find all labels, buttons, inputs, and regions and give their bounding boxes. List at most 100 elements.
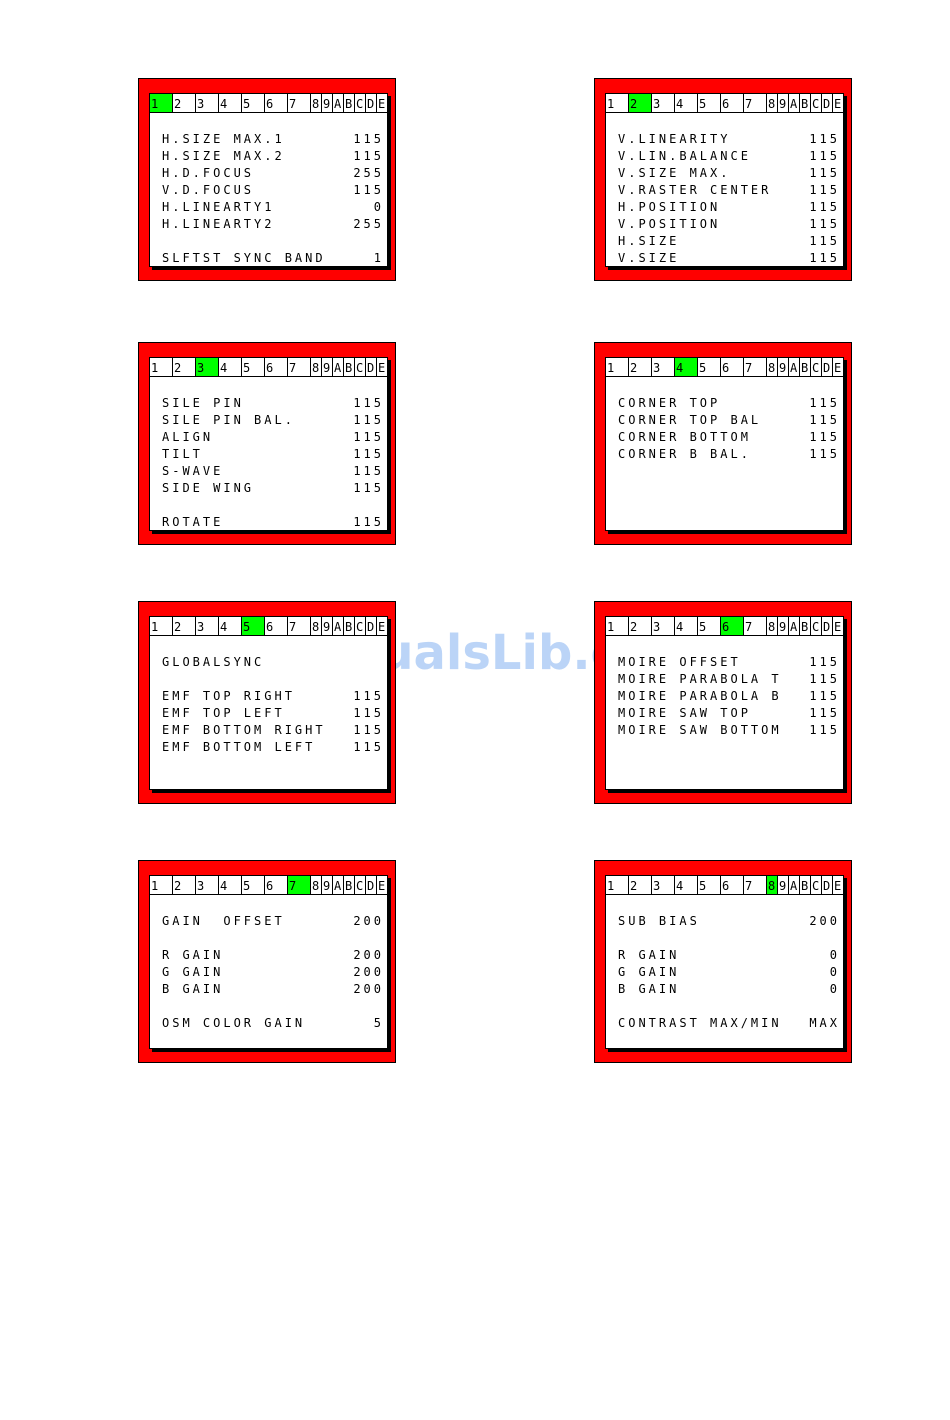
tab: 7 [744,617,767,635]
osd-panel: 1 2 3 4 5 6 7 8 9 A B C D E GLOBALSYNC EMF TOP RIGHT 115… [138,601,396,804]
menu-row: V.D.FOCUS 115 [162,183,384,197]
row-label: V.RASTER CENTER [618,183,772,197]
tab: 3 [196,617,219,635]
row-label: MOIRE SAW BOTTOM [618,723,782,737]
menu-row: MOIRE SAW BOTTOM 115 [618,723,840,737]
menu-row: TILT 115 [162,447,384,461]
menu-row: H.LINEARTY1 0 [162,200,384,214]
tab: E [377,876,387,894]
menu-row: R GAIN 200 [162,948,384,962]
row-value: 115 [353,183,384,197]
tab: E [377,358,387,376]
row-label: CORNER TOP [618,396,721,410]
osd-panel: 1 2 3 4 5 6 7 8 9 A B C D E V.LINEARITY 115 V.LIN.BALANC… [594,78,852,281]
tab: 7 [744,358,767,376]
tab: 7 [288,617,311,635]
tab: 4 [219,617,242,635]
tab: 5 [698,358,721,376]
tab: B [344,876,355,894]
menu-row: EMF TOP RIGHT 115 [162,689,384,703]
tab: 2 [173,876,196,894]
osd-screen: 1 2 3 4 5 6 7 8 9 A B C D E GLOBALSYNC EMF TOP RIGHT 115… [149,616,388,790]
row-label: V.SIZE [618,251,680,265]
menu-row: H.POSITION 115 [618,200,840,214]
row-label: SILE PIN [162,396,244,410]
row-label: R GAIN [618,948,680,962]
row-label: G GAIN [162,965,224,979]
menu-row: V.SIZE 115 [618,251,840,265]
menu-row: V.POSITION 115 [618,217,840,231]
menu-row: CORNER B BAL. 115 [618,447,840,461]
tab: A [789,94,800,112]
tab: D [366,358,377,376]
tab: 4 [219,94,242,112]
row-value: 115 [809,723,840,737]
tab: A [789,617,800,635]
row-value: 115 [353,481,384,495]
tab: C [355,94,366,112]
tab: D [822,876,833,894]
menu-row: G GAIN 200 [162,965,384,979]
row-value: 115 [809,251,840,265]
tab: 7 [744,94,767,112]
tab: C [355,617,366,635]
tab: 3 [196,358,219,376]
menu-row: GAIN OFFSET 200 [162,914,384,928]
tab: 9 [322,94,333,112]
row-label: H.SIZE [618,234,680,248]
row-label: SIDE WING [162,481,255,495]
tab: 4 [675,617,698,635]
row-label: H.SIZE MAX.2 [162,149,285,163]
tab: 1 [606,94,629,112]
tab: 3 [652,358,675,376]
tab: B [344,358,355,376]
tab: B [800,94,811,112]
menu-row: MOIRE PARABOLA B 115 [618,689,840,703]
row-label: MOIRE PARABOLA T [618,672,782,686]
menu-row: CONTRAST MAX/MIN MAX [618,1016,840,1030]
tab: E [833,876,843,894]
row-value: 115 [809,396,840,410]
tab: D [366,876,377,894]
menu-row: G GAIN 0 [618,965,840,979]
row-label: SILE PIN BAL. [162,413,295,427]
menu-row: V.LIN.BALANCE 115 [618,149,840,163]
menu-row: MOIRE PARABOLA T 115 [618,672,840,686]
tab: 2 [629,876,652,894]
tab: A [333,617,344,635]
row-value: 115 [809,234,840,248]
tab: 9 [778,617,789,635]
row-value: 0 [829,948,840,962]
osd-screen: 1 2 3 4 5 6 7 8 9 A B C D E SILE PIN 115 SILE PIN BAL. 11… [149,357,388,531]
row-value: 115 [809,217,840,231]
row-value: 0 [829,965,840,979]
osd-screen: 1 2 3 4 5 6 7 8 9 A B C D E MOIRE OFFSET 115 MOIRE PARAB… [605,616,844,790]
row-value: 255 [353,217,384,231]
tab: B [800,876,811,894]
menu-row: SLFTST SYNC BAND 1 [162,251,384,265]
tab: 7 [744,876,767,894]
tab: A [789,358,800,376]
tab: 4 [675,358,698,376]
row-label: CONTRAST MAX/MIN [618,1016,782,1030]
row-label: H.LINEARTY1 [162,200,275,214]
row-value: 200 [353,948,384,962]
osd-screen: 1 2 3 4 5 6 7 8 9 A B C D E CORNER TOP 115 CORNER TOP BA… [605,357,844,531]
tab: 6 [721,617,744,635]
tab: 9 [322,617,333,635]
tab: 5 [698,876,721,894]
row-label: ROTATE [162,515,224,529]
row-label: SUB BIAS [618,914,700,928]
tab: A [333,358,344,376]
row-value: 255 [353,166,384,180]
tab: 4 [219,876,242,894]
tab: 1 [150,617,173,635]
row-value: 115 [809,132,840,146]
row-value: 115 [809,655,840,669]
osd-panel: 1 2 3 4 5 6 7 8 9 A B C D E GAIN OFFSET 200 R GAIN 200 G G… [138,860,396,1063]
